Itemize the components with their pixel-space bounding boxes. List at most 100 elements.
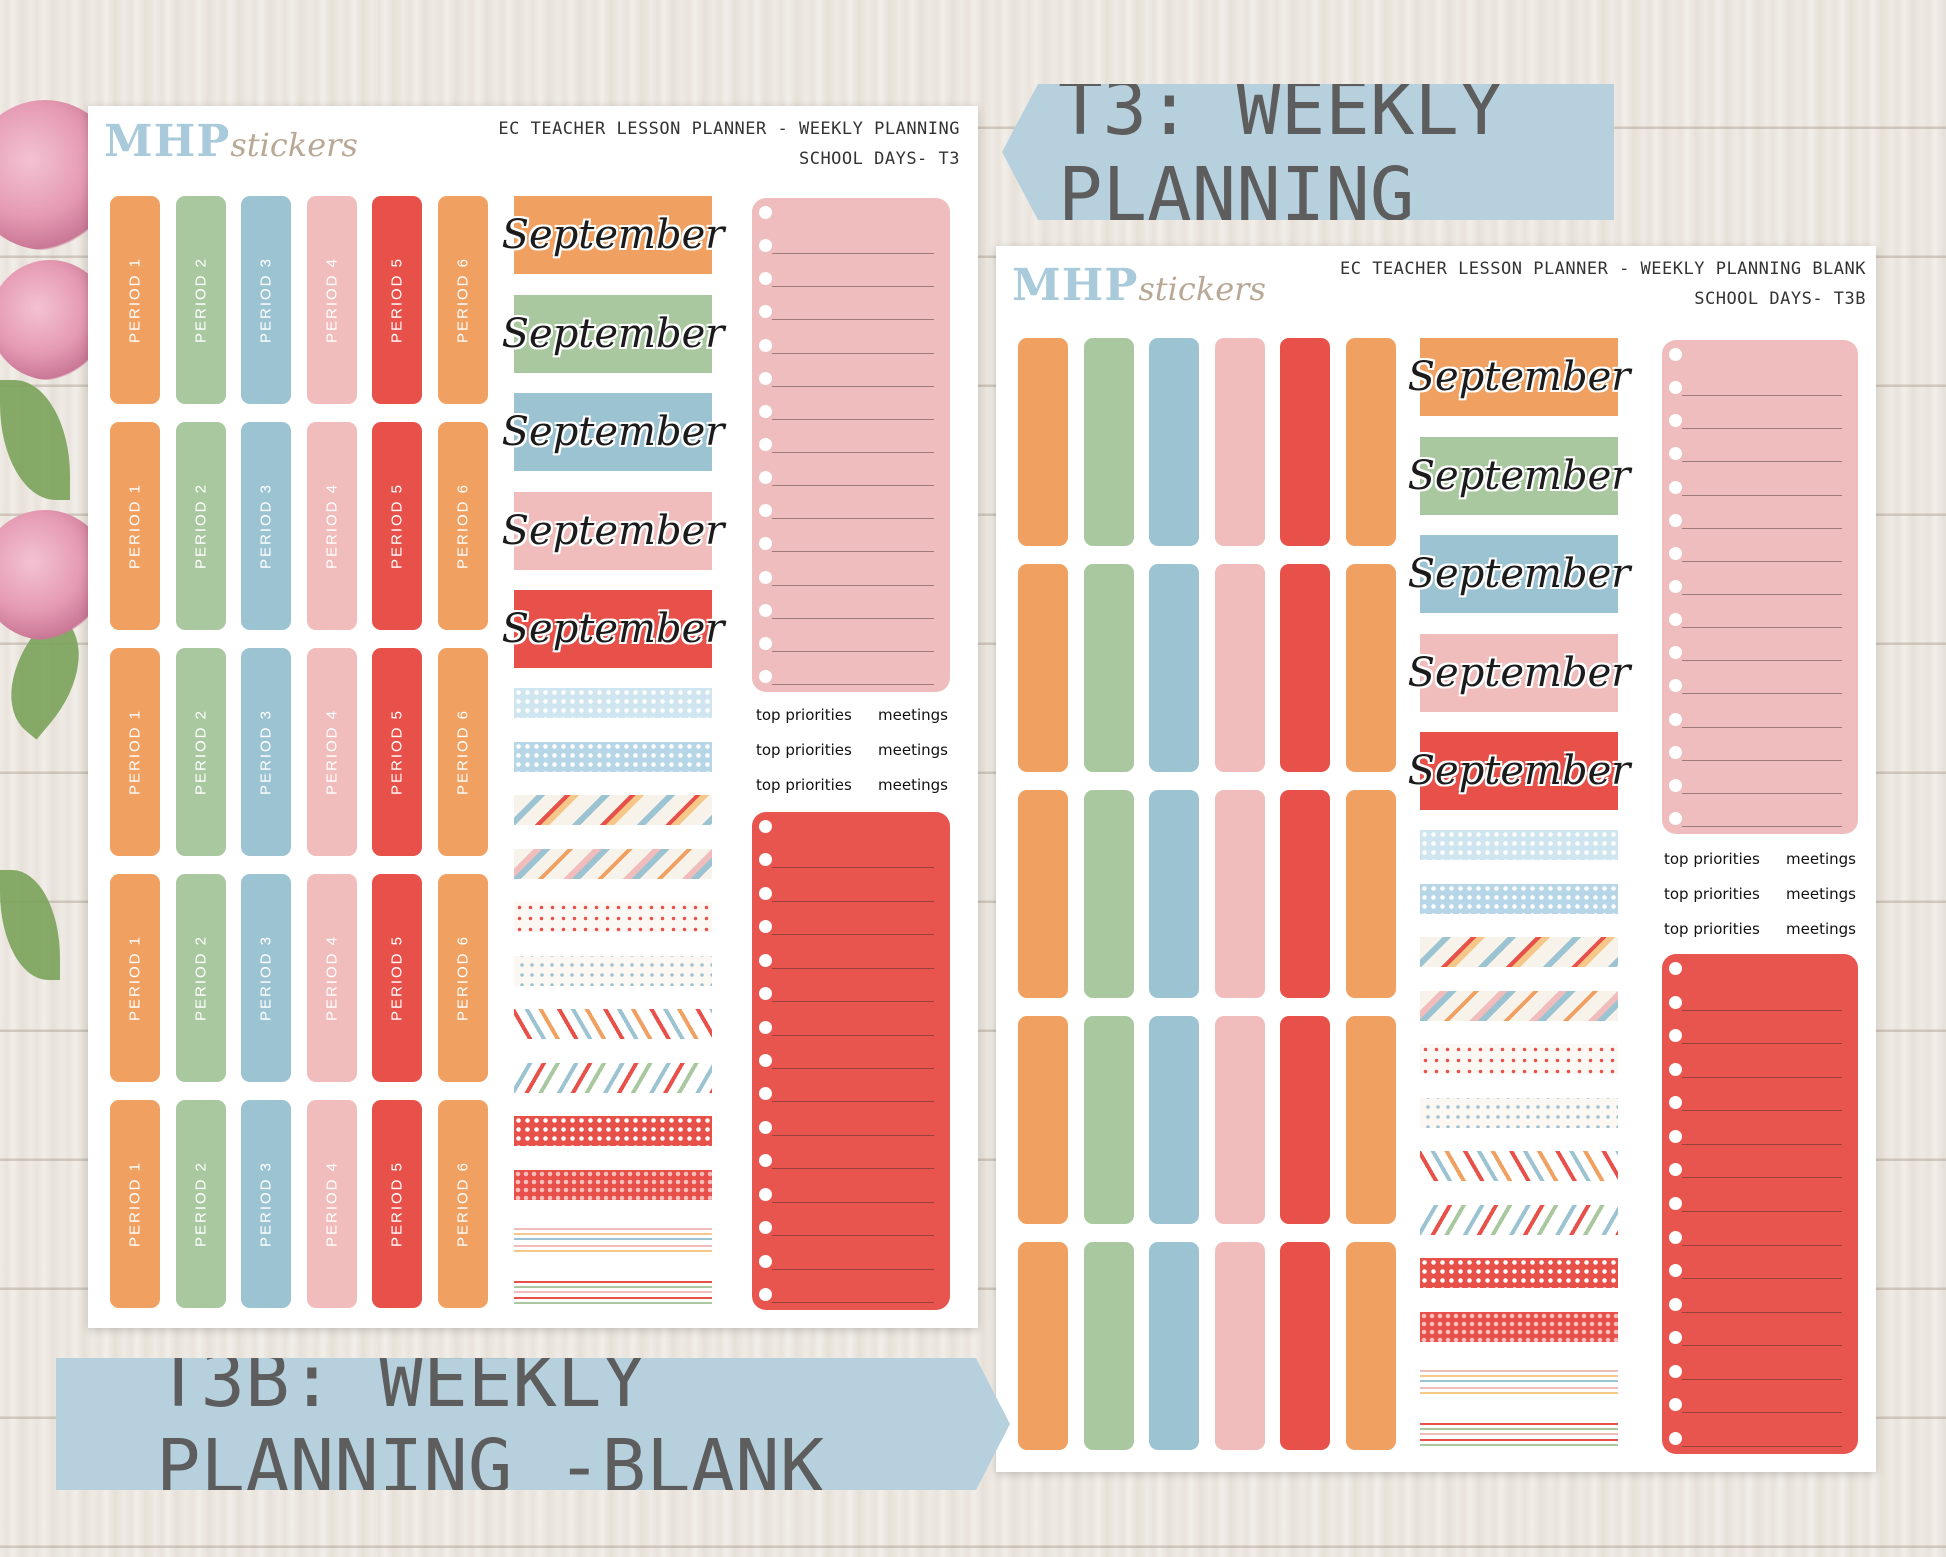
period-tab [1214,564,1265,772]
banner-t3b: T3B: WEEKLY PLANNING -BLANK [56,1358,1010,1490]
washi-strip [514,741,712,772]
checklist-bullet [1669,414,1682,428]
period-tab [1083,790,1134,998]
checklist-rule [772,684,934,685]
checklist-bullet [1669,646,1682,660]
period-tab [1149,790,1199,998]
checklist-rule [1682,759,1842,761]
period-tab: PERIOD 6 [437,874,488,1082]
period-tab: PERIOD 4 [306,1100,357,1308]
checklist-rule [772,485,934,487]
period-tab-label: PERIOD 5 [388,482,406,570]
period-tab [1280,564,1330,772]
checklist-rule [1682,1446,1842,1447]
checklist-bullet [1669,1398,1682,1412]
checklist-bullet [1669,1264,1682,1278]
checklist-bullet [1669,1029,1682,1043]
washi-strip [514,1009,712,1039]
period-tab [1345,338,1396,546]
washi-strip [514,1169,712,1200]
checklist-bullet [1669,1163,1682,1177]
washi-strip [1420,883,1618,914]
period-tab-label: PERIOD 6 [454,256,471,344]
month-header: September [502,393,724,471]
period-tab: PERIOD 1 [110,422,160,630]
checklist-rule [1682,1211,1842,1212]
checklist-rule [1682,1244,1842,1246]
checklist-bullet [759,1120,772,1134]
checklist-rule [1682,395,1842,397]
period-tab: PERIOD 1 [110,196,160,404]
checklist-bullet [1669,1062,1682,1076]
period-tab-label: PERIOD 2 [192,708,209,796]
checklist-bullet [759,603,772,617]
period-tab-label: PERIOD 6 [454,482,471,570]
period-tab-label: PERIOD 2 [192,1160,209,1248]
checklist-bullet [759,1087,772,1101]
checklist-bullet [759,438,772,451]
checklist-bullet [1669,381,1682,395]
month-header: September [502,590,724,668]
period-tab-label: PERIOD 3 [257,708,275,796]
month-header: September [502,491,724,570]
month-header: September [1408,633,1630,712]
label-top-priorities: top priorities [756,741,852,759]
period-tab: PERIOD 3 [241,422,291,630]
checklist-bullet [759,636,772,650]
checklist-rule [1682,826,1842,827]
checklist-bullet [1669,613,1682,627]
label-meetings: meetings [878,776,948,794]
checklist-bullet [759,670,772,683]
checklist-bullet [1669,348,1682,361]
checklist-rule [772,1134,934,1136]
checklist-bullet [759,504,772,518]
washi-strip [1420,830,1618,860]
checklist-rule [1682,1345,1842,1347]
checklist-bullet [1669,1096,1682,1110]
checklist-rule [1682,1412,1842,1414]
logo-main-text: MHP [104,116,231,167]
checklist-block-pink [752,198,950,692]
label-top-priorities: top priorities [1664,920,1760,938]
period-tab: PERIOD 6 [437,196,488,404]
checklist-rule [772,900,934,902]
period-tab: PERIOD 6 [437,422,488,630]
checklist-rule [772,584,934,586]
washi-strip [1420,937,1618,967]
checklist-rule [772,253,934,255]
sheet-title-line2: SCHOOL DAYS- T3B [1694,289,1866,309]
banner-t3-text: T3: WEEKLY PLANNING [1058,66,1504,238]
period-tab: PERIOD 2 [175,874,226,1082]
checklist-bullet [759,1221,772,1235]
checklist-bullet [759,1154,772,1168]
banner-t3b-text: T3B: WEEKLY PLANNING -BLANK [156,1338,825,1510]
checklist-bullet [759,1187,772,1201]
checklist-bullet [759,987,772,1001]
washi-strip [514,795,712,825]
period-tab [1345,790,1396,998]
period-tab-label: PERIOD 4 [323,256,340,344]
checklist-bullet [1669,778,1682,792]
period-tab-label: PERIOD 2 [192,934,209,1022]
checklist-rule [772,1201,934,1203]
period-tab [1149,1242,1199,1450]
period-tab: PERIOD 2 [175,648,226,856]
checklist-bullet [759,1254,772,1268]
sheet-title: EC TEACHER LESSON PLANNER - WEEKLY PLANN… [1340,254,1866,314]
period-tab [1083,1016,1134,1224]
checklist-bullet [1669,1129,1682,1143]
checklist-bullet [1669,1432,1682,1445]
sheet-title-line1: EC TEACHER LESSON PLANNER - WEEKLY PLANN… [1339,259,1866,279]
period-tab: PERIOD 2 [175,1100,226,1308]
checklist-rule [772,418,934,420]
period-tab-label: PERIOD 3 [257,256,275,344]
checklist-rule [1682,494,1842,496]
period-tab-label: PERIOD 1 [126,482,144,570]
washi-strip [1420,1044,1618,1074]
checklist-bullet [759,338,772,352]
period-tab: PERIOD 1 [110,1100,160,1308]
checklist-rule [772,352,934,354]
label-meetings: meetings [878,706,948,724]
period-tab: PERIOD 6 [437,1100,488,1308]
period-tab-label: PERIOD 4 [323,1160,340,1248]
